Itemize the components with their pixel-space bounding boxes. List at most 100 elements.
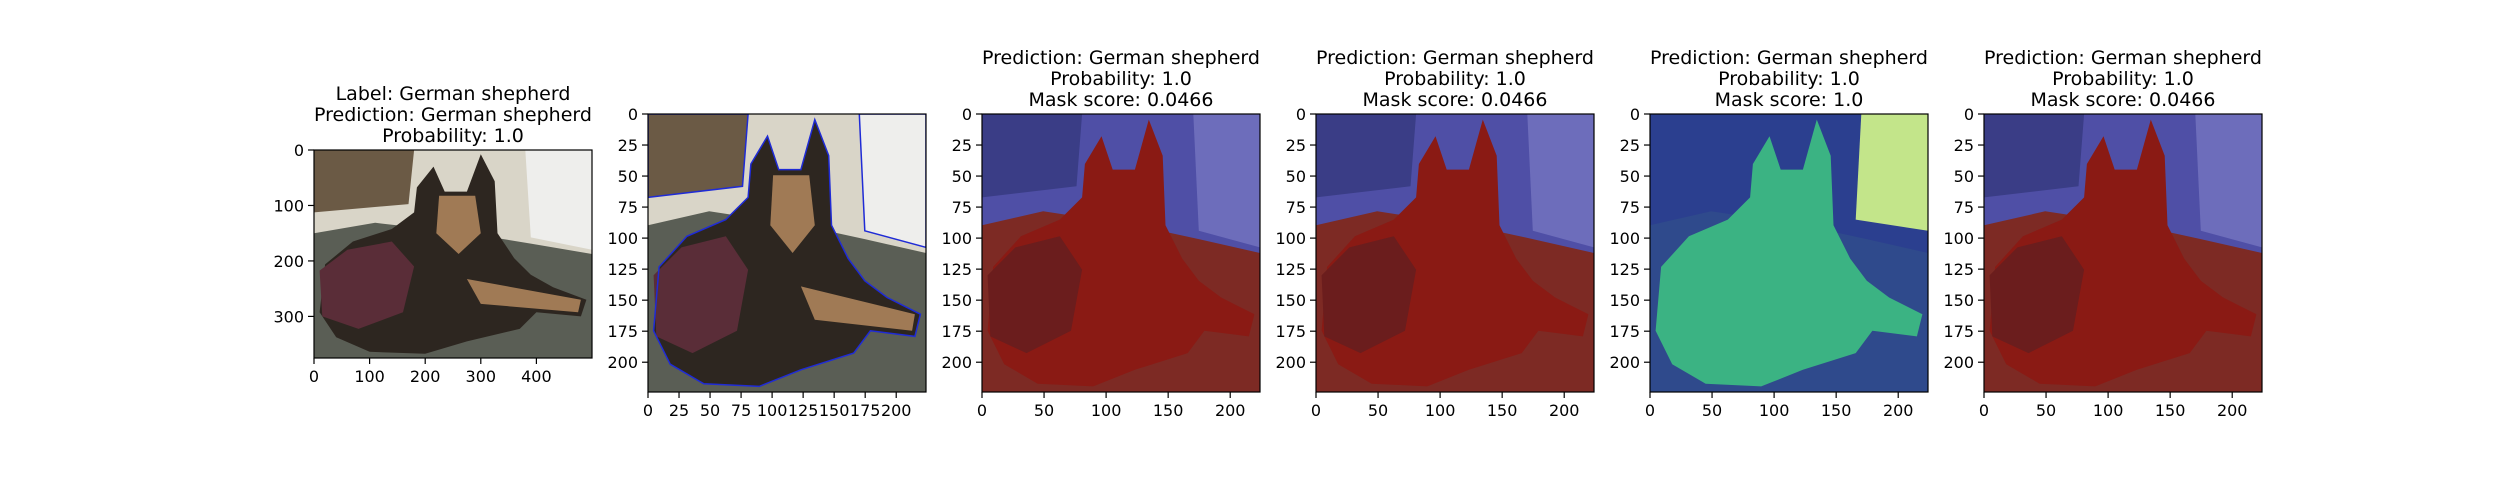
y-tick-label: 150 [1943, 291, 1974, 310]
x-tick-label: 200 [1215, 401, 1246, 420]
panel-title-line: Mask score: 0.0466 [1029, 89, 1214, 111]
y-tick-label: 175 [941, 322, 972, 341]
y-tick-label: 75 [1620, 198, 1640, 217]
y-tick-label: 200 [607, 353, 638, 372]
x-tick-label: 150 [1821, 401, 1852, 420]
y-tick-label: 125 [1609, 260, 1640, 279]
panel-3: 0 50 100 150 200 0 25 50 75 100 125 150 175 200 Predic… [941, 47, 1261, 420]
y-tick-label: 200 [273, 252, 304, 271]
x-tick-label: 100 [354, 367, 385, 386]
y-tick-label: 25 [952, 136, 972, 155]
y-tick-label: 150 [941, 291, 972, 310]
panel-title-line: Probability: 1.0 [1384, 68, 1526, 90]
panel-image [982, 114, 1260, 392]
y-tick-label: 150 [1609, 291, 1640, 310]
panel-title-line: Prediction: German shepherd [1984, 47, 2262, 69]
x-tick-label: 200 [1549, 401, 1580, 420]
y-tick-label: 300 [273, 307, 304, 326]
x-tick-label: 0 [309, 367, 319, 386]
y-tick-label: 50 [1286, 167, 1306, 186]
panel-title-line: Mask score: 0.0466 [1363, 89, 1548, 111]
panel-title-line: Probability: 1.0 [382, 125, 524, 147]
panel-1: 0 100 200 300 400 0 100 200 300 Label: German she… [273, 83, 593, 386]
x-tick-label: 50 [2036, 401, 2056, 420]
panel-title-line: Prediction: German shepherd [314, 104, 592, 126]
y-tick-label: 100 [273, 196, 304, 215]
y-tick-label: 50 [618, 167, 638, 186]
x-tick-label: 150 [1487, 401, 1518, 420]
y-tick-label: 150 [607, 291, 638, 310]
panel-image [1316, 114, 1594, 392]
panel-title-line: Mask score: 0.0466 [2031, 89, 2216, 111]
x-tick-label: 400 [521, 367, 552, 386]
panel-2: 0 25 50 75 100 125 150 175 200025507510012515017… [607, 105, 927, 420]
y-tick-label: 75 [952, 198, 972, 217]
x-tick-label: 50 [1368, 401, 1388, 420]
y-tick-label: 50 [952, 167, 972, 186]
x-tick-label: 100 [1759, 401, 1790, 420]
axes-frame [1649, 113, 1929, 393]
panel-image [1650, 114, 1928, 392]
panel-image [1984, 114, 2262, 392]
y-tick-label: 75 [1286, 198, 1306, 217]
y-tick-label: 50 [1954, 167, 1974, 186]
x-tick-label: 0 [1645, 401, 1655, 420]
y-tick-label: 25 [1620, 136, 1640, 155]
segment-contour [858, 114, 926, 249]
x-tick-label: 150 [1153, 401, 1184, 420]
y-tick-label: 200 [1943, 353, 1974, 372]
y-tick-label: 150 [1275, 291, 1306, 310]
panel-title-line: Prediction: German shepherd [1316, 47, 1594, 69]
x-tick-label: 100 [1091, 401, 1122, 420]
y-tick-label: 125 [1275, 260, 1306, 279]
x-tick-label: 200 [881, 401, 912, 420]
x-tick-label: 75 [731, 401, 751, 420]
y-tick-label: 25 [1954, 136, 1974, 155]
y-tick-label: 75 [618, 198, 638, 217]
panel-title-line: Prediction: German shepherd [1650, 47, 1928, 69]
axes-frame [1983, 113, 2263, 393]
x-tick-label: 0 [977, 401, 987, 420]
x-tick-label: 0 [643, 401, 653, 420]
y-tick-label: 0 [1630, 105, 1640, 124]
panel-title-line: Probability: 1.0 [2052, 68, 2194, 90]
panel-title-line: Label: German shepherd [336, 83, 571, 105]
y-tick-label: 200 [1275, 353, 1306, 372]
y-tick-label: 175 [1943, 322, 1974, 341]
x-tick-label: 50 [1034, 401, 1054, 420]
y-tick-label: 100 [1275, 229, 1306, 248]
x-tick-label: 0 [1979, 401, 1989, 420]
x-tick-label: 200 [410, 367, 441, 386]
panel-title-line: Mask score: 1.0 [1715, 89, 1864, 111]
y-tick-label: 125 [607, 260, 638, 279]
axes-frame [981, 113, 1261, 393]
x-tick-label: 50 [1702, 401, 1722, 420]
x-tick-label: 175 [850, 401, 881, 420]
y-tick-label: 100 [941, 229, 972, 248]
panel-4: 0 50 100 150 200 0 25 50 75 100 125 150 175 200 Predic… [1275, 47, 1595, 420]
x-tick-label: 200 [1883, 401, 1914, 420]
panel-title-line: Prediction: German shepherd [982, 47, 1260, 69]
y-tick-label: 0 [1296, 105, 1306, 124]
y-tick-label: 200 [941, 353, 972, 372]
panel-image [314, 150, 592, 358]
panel-title-line: Probability: 1.0 [1718, 68, 1860, 90]
x-tick-label: 100 [2093, 401, 2124, 420]
x-tick-label: 300 [466, 367, 497, 386]
y-tick-label: 175 [1275, 322, 1306, 341]
y-tick-label: 100 [607, 229, 638, 248]
y-tick-label: 0 [962, 105, 972, 124]
panel-5: 0 50 100 150 200 0 25 50 75 100 125 150 175 200 Predic… [1609, 47, 1929, 420]
y-tick-label: 75 [1954, 198, 1974, 217]
y-tick-label: 0 [1964, 105, 1974, 124]
y-tick-label: 175 [607, 322, 638, 341]
x-tick-label: 25 [669, 401, 689, 420]
x-tick-label: 150 [2155, 401, 2186, 420]
y-tick-label: 50 [1620, 167, 1640, 186]
y-tick-label: 25 [1286, 136, 1306, 155]
y-tick-label: 100 [1943, 229, 1974, 248]
segment-contour [652, 117, 922, 388]
y-tick-label: 0 [294, 141, 304, 160]
segment-contour [648, 114, 749, 199]
panel-image [648, 114, 926, 392]
